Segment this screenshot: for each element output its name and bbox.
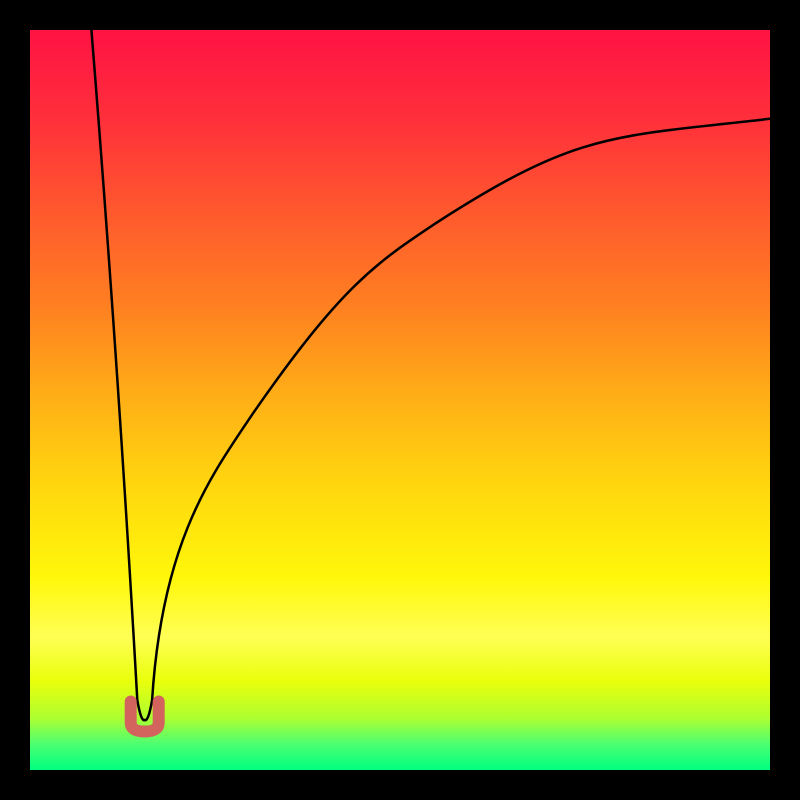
chart-frame: TheBottleneck.com [0,0,800,800]
plot-background [30,30,770,770]
chart-svg [0,0,800,800]
